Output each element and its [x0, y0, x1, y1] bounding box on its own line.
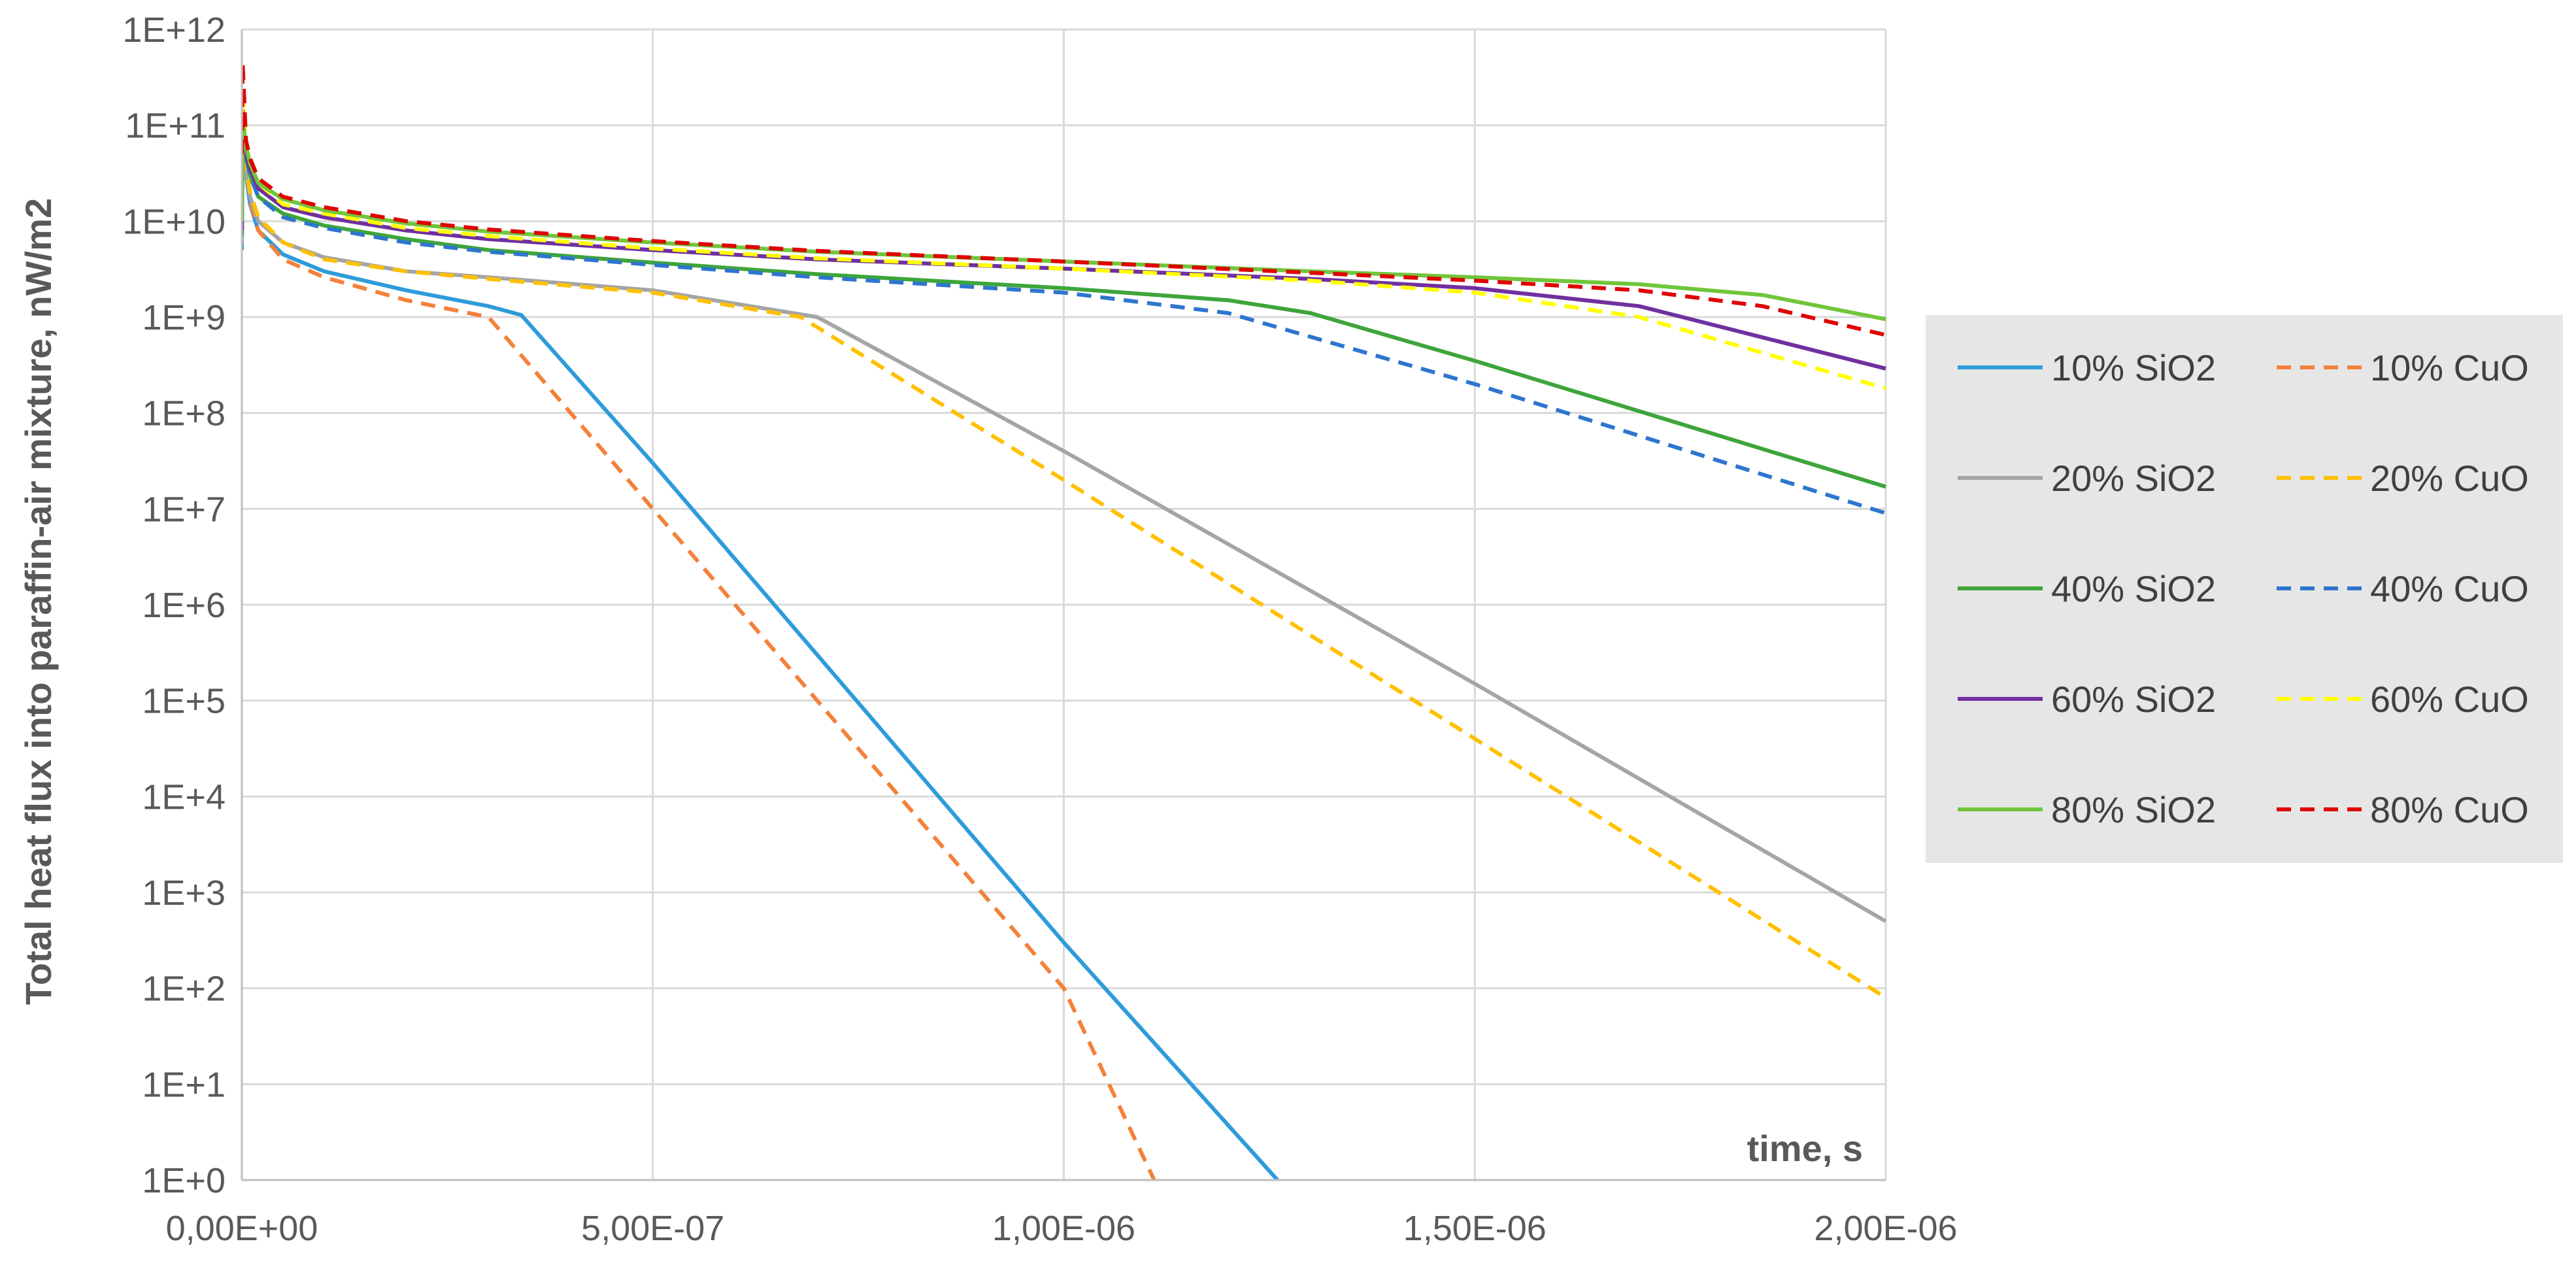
gridlines: [241, 28, 1887, 1181]
y-tick-label: 1E+8: [142, 394, 226, 433]
legend-label: 60% SiO2: [2051, 679, 2216, 720]
series-line-20-sio2: [242, 127, 1887, 923]
y-tick-label: 1E+3: [142, 873, 226, 913]
axes: [241, 29, 1886, 1181]
series-line-80-cuo: [242, 60, 1886, 337]
legend-label: 20% SiO2: [2051, 458, 2216, 499]
y-axis-title: Total heat flux into paraffin-air mixtur…: [18, 198, 59, 1005]
legend-label: 40% CuO: [2370, 568, 2529, 609]
legend-label: 60% CuO: [2370, 679, 2529, 720]
legend-label: 80% CuO: [2370, 789, 2529, 830]
y-tick-label: 1E+1: [142, 1065, 226, 1104]
y-tick-label: 1E+5: [142, 682, 226, 721]
x-tick-label: 0,00E+00: [166, 1209, 318, 1248]
legend: 10% SiO2 10% CuO 20% SiO2 20% CuO 40% SiO2 40…: [1926, 315, 2563, 863]
y-tick-label: 1E+2: [142, 970, 226, 1009]
y-tick-label: 1E+0: [142, 1161, 226, 1200]
y-tick-label: 1E+12: [122, 10, 226, 50]
x-tick-label: 1,50E-06: [1403, 1209, 1547, 1248]
x-axis-title: time, s: [1747, 1128, 1863, 1169]
y-tick-label: 1E+6: [142, 586, 226, 625]
y-tick-label: 1E+4: [142, 777, 226, 817]
series-line-80-sio2: [242, 116, 1886, 322]
y-tick-labels: 1E+0 1E+1 1E+2 1E+3 1E+4 1E+5 1E+6 1E+7 1E+8 1E+9…: [122, 10, 226, 1200]
y-tick-label: 1E+7: [142, 490, 226, 529]
x-tick-label: 5,00E-07: [581, 1209, 724, 1248]
x-tick-labels: 0,00E+00 5,00E-07 1,00E-06 1,50E-06 2,00E-06: [166, 1209, 1958, 1248]
y-tick-label: 1E+10: [122, 202, 226, 241]
series-line-60-cuo: [242, 85, 1886, 391]
legend-label: 10% SiO2: [2051, 347, 2216, 388]
legend-label: 40% SiO2: [2051, 568, 2216, 609]
x-tick-label: 1,00E-06: [992, 1209, 1135, 1248]
y-tick-label: 1E+9: [142, 298, 226, 337]
legend-label: 10% CuO: [2370, 347, 2529, 388]
y-tick-label: 1E+11: [125, 107, 226, 146]
legend-label: 20% CuO: [2370, 458, 2529, 499]
x-tick-label: 2,00E-06: [1814, 1209, 1957, 1248]
legend-label: 80% SiO2: [2051, 789, 2216, 830]
series-lines: [242, 60, 1887, 1180]
